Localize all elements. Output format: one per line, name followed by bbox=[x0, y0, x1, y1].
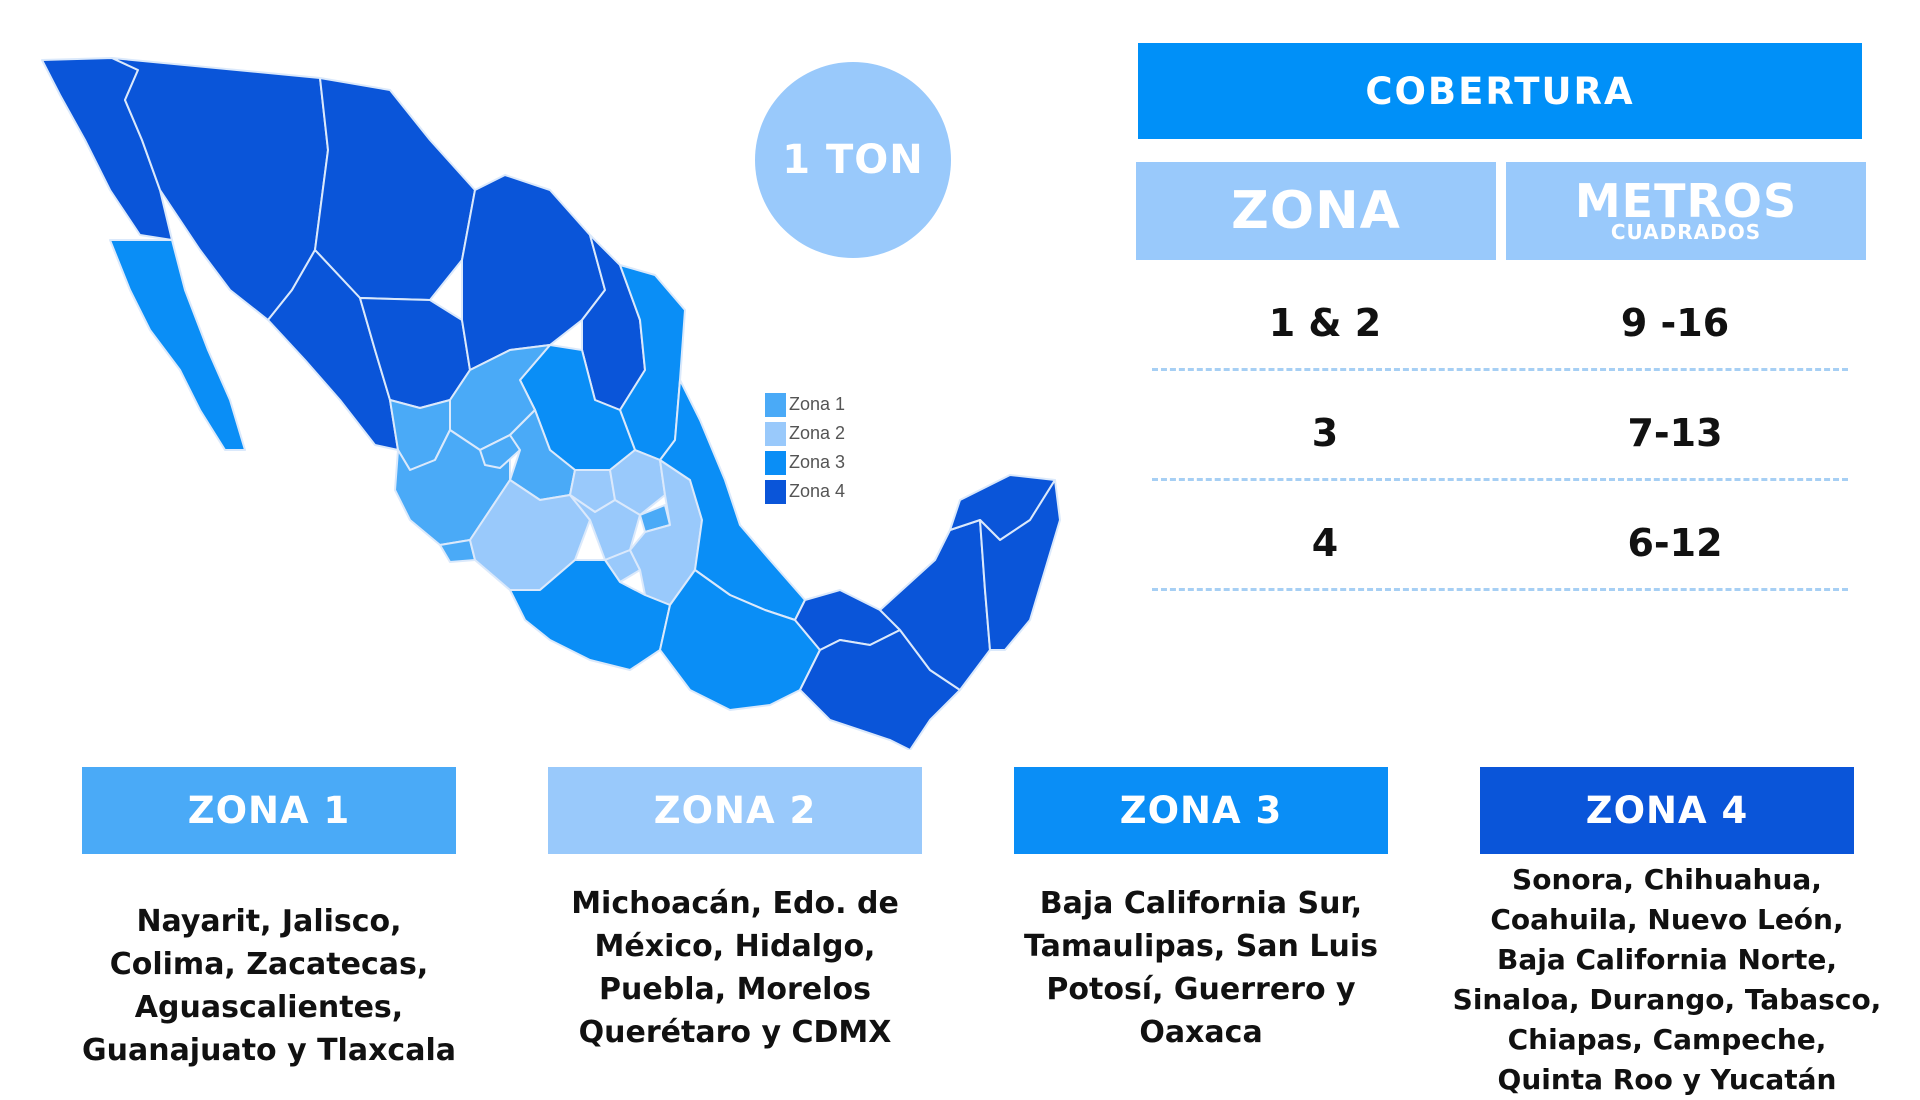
coverage-metros-cell: 7-13 bbox=[1627, 411, 1723, 455]
legend-item: Zona 3 bbox=[765, 448, 845, 477]
coverage-row: 3 7-13 bbox=[1150, 378, 1850, 488]
mexico-zone-map bbox=[30, 50, 1070, 750]
zone-1-header: ZONA 1 bbox=[82, 767, 456, 854]
zone-state-line: Coahuila, Nuevo León, bbox=[1490, 903, 1844, 936]
zone-state-line: Puebla, Morelos bbox=[599, 972, 871, 1007]
zone-state-line: Chiapas, Campeche, bbox=[1507, 1023, 1827, 1056]
metros-header-label: METROS bbox=[1574, 174, 1798, 228]
metros-header-sublabel: CUADRADOS bbox=[1610, 220, 1762, 244]
region-coahuila bbox=[461, 174, 606, 371]
region-chiapas bbox=[799, 629, 961, 750]
coverage-zona-cell: 3 bbox=[1311, 411, 1339, 455]
zone-state-line: Tamaulipas, San Luis bbox=[1024, 929, 1378, 964]
zone-state-line: Quinta Roo y Yucatán bbox=[1497, 1063, 1837, 1096]
zona-header-label: ZONA bbox=[1231, 181, 1401, 241]
legend-swatch bbox=[765, 450, 786, 475]
map-legend: Zona 1 Zona 2 Zona 3 Zona 4 bbox=[765, 390, 845, 506]
zone-state-line: México, Hidalgo, bbox=[594, 929, 876, 964]
coverage-zona-cell: 4 bbox=[1311, 521, 1339, 565]
row-divider bbox=[1152, 368, 1848, 371]
region-baja-california-sur bbox=[109, 239, 246, 451]
coverage-title: COBERTURA bbox=[1138, 43, 1862, 139]
region-colima bbox=[439, 539, 476, 563]
legend-label: Zona 2 bbox=[789, 423, 846, 443]
zone-2-states: Michoacán, Edo. de México, Hidalgo, Pueb… bbox=[520, 882, 950, 1054]
zone-state-line: Querétaro y CDMX bbox=[578, 1015, 892, 1050]
coverage-metros-cell: 6-12 bbox=[1627, 521, 1723, 565]
coverage-row: 1 & 2 9 -16 bbox=[1150, 268, 1850, 378]
zone-state-line: Potosí, Guerrero y bbox=[1046, 972, 1356, 1007]
zone-state-line: Sinaloa, Durango, Tabasco, bbox=[1452, 983, 1882, 1016]
zone-4-header: ZONA 4 bbox=[1480, 767, 1854, 854]
legend-label: Zona 1 bbox=[789, 394, 846, 414]
zone-1-states: Nayarit, Jalisco, Colima, Zacatecas, Agu… bbox=[54, 900, 484, 1072]
zone-4-states: Sonora, Chihuahua, Coahuila, Nuevo León,… bbox=[1452, 860, 1882, 1100]
zone-state-line: Colima, Zacatecas, bbox=[109, 947, 429, 982]
legend-swatch bbox=[765, 479, 786, 504]
legend-swatch bbox=[765, 392, 786, 417]
row-divider bbox=[1152, 588, 1848, 591]
legend-item: Zona 2 bbox=[765, 419, 845, 448]
region-aguascalientes bbox=[479, 434, 521, 469]
legend-item: Zona 4 bbox=[765, 477, 845, 506]
metros-column-header: METROS CUADRADOS bbox=[1506, 162, 1866, 260]
zone-state-line: Baja California Norte, bbox=[1496, 943, 1837, 976]
zona-column-header: ZONA bbox=[1136, 162, 1496, 260]
zone-state-line: Guanajuato y Tlaxcala bbox=[81, 1033, 456, 1068]
capacity-badge-label: 1 TON bbox=[782, 137, 924, 183]
zone-3-header: ZONA 3 bbox=[1014, 767, 1388, 854]
zone-state-line: Michoacán, Edo. de bbox=[571, 886, 899, 921]
region-quintana-roo bbox=[979, 479, 1061, 651]
legend-swatch bbox=[765, 421, 786, 446]
legend-label: Zona 3 bbox=[789, 452, 846, 472]
zone-state-line: Baja California Sur, bbox=[1039, 886, 1363, 921]
region-edo-de-mexico bbox=[569, 494, 641, 561]
zone-state-line: Aguascalientes, bbox=[134, 990, 404, 1025]
capacity-badge: 1 TON bbox=[755, 62, 951, 258]
legend-item: Zona 1 bbox=[765, 390, 845, 419]
row-divider bbox=[1152, 478, 1848, 481]
zone-state-line: Oaxaca bbox=[1139, 1015, 1263, 1050]
zone-state-line: Nayarit, Jalisco, bbox=[136, 904, 402, 939]
region-chihuahua bbox=[314, 77, 476, 301]
zone-3-states: Baja California Sur, Tamaulipas, San Lui… bbox=[986, 882, 1416, 1054]
coverage-row: 4 6-12 bbox=[1150, 488, 1850, 598]
coverage-zona-cell: 1 & 2 bbox=[1268, 301, 1382, 345]
zone-2-header: ZONA 2 bbox=[548, 767, 922, 854]
legend-label: Zona 4 bbox=[789, 481, 846, 501]
coverage-metros-cell: 9 -16 bbox=[1620, 301, 1730, 345]
zone-state-line: Sonora, Chihuahua, bbox=[1512, 863, 1822, 896]
